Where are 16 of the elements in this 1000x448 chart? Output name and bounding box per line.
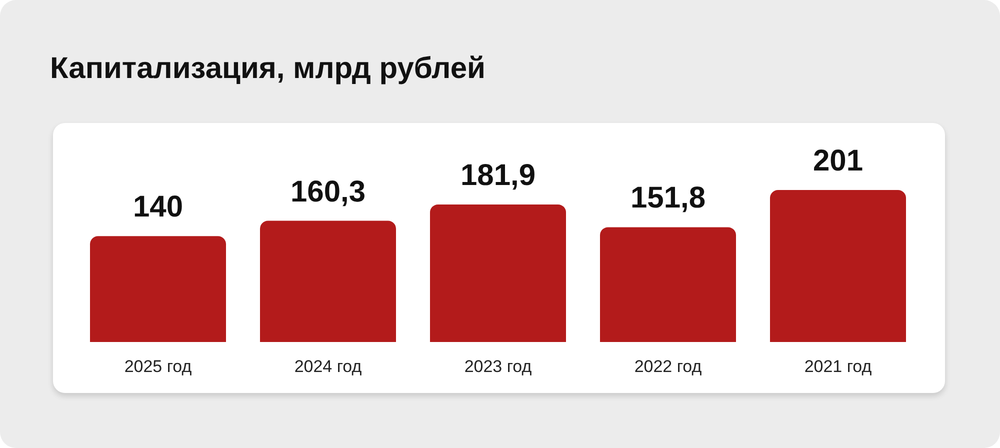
- x-tick-label: 2024 год: [294, 357, 362, 376]
- bar: [600, 227, 736, 342]
- data-label: 201: [812, 144, 864, 178]
- bar: [260, 220, 396, 342]
- x-tick-label: 2025 год: [124, 357, 192, 376]
- bar: [90, 236, 226, 342]
- x-tick-label: 2023 год: [464, 357, 532, 376]
- data-label: 140: [132, 190, 184, 224]
- bar: [770, 190, 906, 342]
- data-label: 181,9: [460, 158, 536, 192]
- chart-title: Капитализация, млрд рублей: [50, 52, 486, 86]
- data-label: 151,8: [630, 182, 706, 215]
- data-label: 160,3: [290, 175, 366, 208]
- x-tick-label: 2021 год: [804, 357, 872, 376]
- x-tick-label: 2022 год: [634, 357, 702, 376]
- bar: [430, 204, 566, 342]
